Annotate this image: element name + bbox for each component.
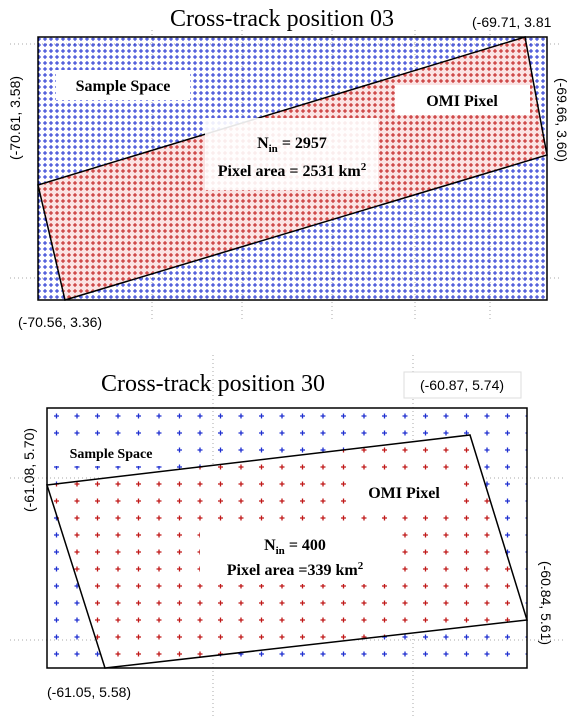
corner-label: (-69.71, 3.81 bbox=[472, 14, 552, 30]
n-value: = 400 bbox=[285, 537, 326, 554]
area-text: Pixel area = 2531 km bbox=[218, 163, 362, 180]
corner-label: (-70.56, 3.36) bbox=[18, 314, 102, 330]
panel-title: Cross-track position 03 bbox=[170, 6, 394, 32]
stats-box bbox=[200, 522, 390, 584]
omi-pixel-label: OMI Pixel bbox=[426, 93, 498, 110]
n-in: Nin = 400 bbox=[264, 537, 326, 557]
omi-pixel-label: OMI Pixel bbox=[368, 485, 440, 502]
n-symbol: N bbox=[257, 135, 269, 152]
panel-title: Cross-track position 30 bbox=[101, 371, 325, 397]
panel-1: Cross-track position 03 (-69.71, 3.81 (-… bbox=[7, 6, 570, 330]
area-text: Pixel area =339 km bbox=[227, 562, 359, 579]
n-subscript: in bbox=[276, 545, 285, 557]
n-symbol: N bbox=[264, 537, 276, 554]
label-box bbox=[403, 371, 522, 399]
label-box bbox=[395, 85, 530, 115]
area-superscript: 2 bbox=[361, 161, 367, 173]
pixel-area: Pixel area = 2531 km2 bbox=[218, 161, 367, 180]
corner-label: (-70.61, 3.58) bbox=[7, 76, 23, 160]
label-box bbox=[52, 440, 170, 466]
corner-label: (-60.84, 5.61) bbox=[538, 561, 554, 645]
n-subscript: in bbox=[269, 143, 278, 155]
n-value: = 2957 bbox=[278, 135, 327, 152]
sample-space-label: Sample Space bbox=[76, 78, 171, 95]
panel-2: Cross-track position 30 (-60.87, 5.74) (… bbox=[10, 355, 565, 717]
n-in: Nin = 2957 bbox=[257, 135, 327, 155]
corner-label: (-61.08, 5.70) bbox=[21, 428, 37, 512]
stats-box bbox=[205, 118, 378, 190]
corner-label: (-61.05, 5.58) bbox=[47, 684, 131, 700]
area-superscript: 2 bbox=[358, 560, 364, 572]
label-box bbox=[56, 70, 190, 100]
corner-label: (-60.87, 5.74) bbox=[420, 377, 504, 393]
corner-label: (-69.66, 3.60) bbox=[554, 78, 570, 162]
pixel-area: Pixel area =339 km2 bbox=[227, 560, 364, 579]
label-box bbox=[350, 478, 458, 506]
sample-space-label: Sample Space bbox=[70, 447, 153, 462]
